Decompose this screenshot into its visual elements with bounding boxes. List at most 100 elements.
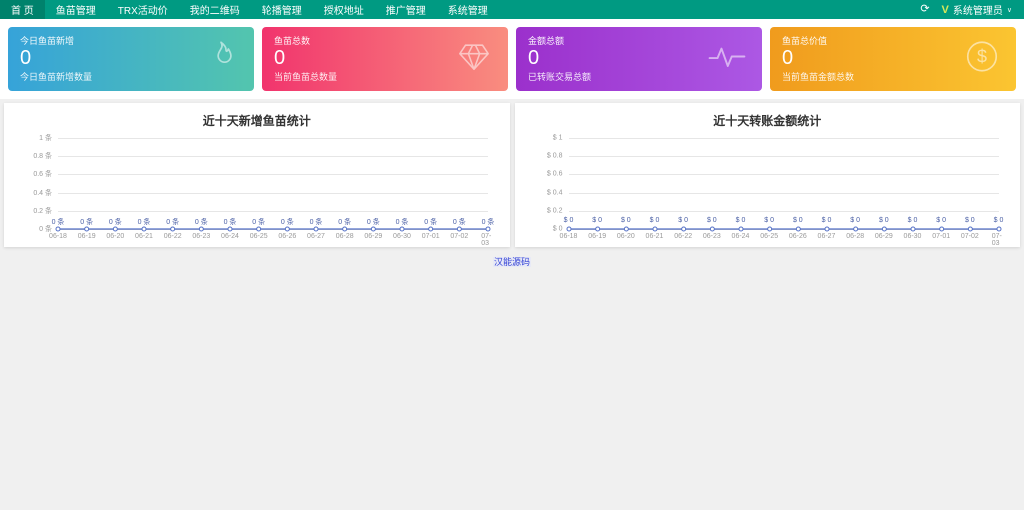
nav-item-0[interactable]: 首 页 bbox=[0, 0, 45, 19]
refresh-icon[interactable]: ⟳ bbox=[920, 3, 930, 15]
card-title: 今日鱼苗新增 bbox=[20, 36, 75, 46]
card-value: 0 bbox=[782, 47, 794, 69]
x-axis-tick: 06-20 bbox=[106, 233, 125, 240]
transfer-line-chart: $ 1 $ 0.8 $ 0.6 $ 0.4 $ 0.2 $ 0 $ 0 06-18 $ 0 06-… bbox=[523, 131, 1013, 249]
x-axis-tick: 06-23 bbox=[192, 233, 211, 240]
card-subtitle: 已转账交易总额 bbox=[528, 72, 592, 82]
x-axis-tick: 06-21 bbox=[135, 233, 153, 240]
card-title: 鱼苗总价值 bbox=[782, 36, 828, 46]
x-axis-tick: 06-30 bbox=[393, 233, 411, 240]
y-axis-tick: $ 0.2 bbox=[546, 207, 563, 215]
stat-cards-row: 今日鱼苗新增 0 今日鱼苗新增数量 鱼苗总数 0 当前鱼苗总数量 金额总额 0 … bbox=[0, 19, 1024, 99]
y-axis-tick: 0.4 条 bbox=[33, 189, 52, 197]
point-label: 0 条 bbox=[395, 219, 409, 226]
x-axis-tick: 07-01 bbox=[932, 233, 951, 240]
x-axis-tick: 06-19 bbox=[77, 233, 96, 240]
x-axis-tick: 06-20 bbox=[616, 233, 635, 240]
y-axis-tick: 0 条 bbox=[39, 226, 52, 233]
point-label: 0 条 bbox=[166, 219, 180, 226]
nav-item-5[interactable]: 授权地址 bbox=[323, 6, 364, 17]
pulse-icon bbox=[708, 42, 746, 77]
y-axis-tick: 0.6 条 bbox=[33, 171, 52, 179]
flame-icon bbox=[204, 40, 238, 79]
y-axis-tick: $ 1 bbox=[552, 134, 563, 142]
y-axis-tick: 0.2 条 bbox=[33, 207, 52, 215]
point-label: $ 0 bbox=[764, 217, 775, 224]
card-subtitle: 当前鱼苗金额总数 bbox=[782, 72, 855, 82]
card-value: 0 bbox=[528, 47, 540, 69]
nav-item-4[interactable]: 轮播管理 bbox=[261, 6, 302, 17]
x-axis-tick: 07-02 bbox=[450, 233, 469, 240]
y-axis-tick: $ 0.8 bbox=[546, 152, 563, 160]
chevron-down-icon: ∨ bbox=[1006, 6, 1012, 14]
nav-item-7[interactable]: 系统管理 bbox=[447, 6, 488, 17]
point-label: $ 0 bbox=[735, 217, 746, 224]
avatar: V bbox=[941, 3, 949, 16]
card-title: 金额总额 bbox=[528, 36, 565, 46]
point-label: 0 条 bbox=[424, 219, 438, 226]
x-axis-tick: 06-27 bbox=[817, 233, 836, 240]
x-axis-tick: 06-22 bbox=[674, 233, 693, 240]
gridline bbox=[58, 174, 488, 176]
card-title: 鱼苗总数 bbox=[274, 36, 311, 46]
user-name: 系统管理员 bbox=[952, 6, 1003, 17]
nav-item-2[interactable]: TRX活动价 bbox=[117, 6, 168, 17]
x-axis-tick: 06-19 bbox=[588, 233, 607, 240]
point-label: 0 条 bbox=[280, 219, 294, 226]
x-axis-tick: 06-25 bbox=[249, 233, 268, 240]
chart-title: 近十天新增鱼苗统计 bbox=[202, 114, 311, 128]
line-series bbox=[566, 226, 1001, 232]
card-today-new-fry: 今日鱼苗新增 0 今日鱼苗新增数量 bbox=[8, 27, 254, 91]
x-axis-tick: 06-18 bbox=[559, 233, 578, 240]
point-label: 0 条 bbox=[223, 219, 237, 226]
nav-item-1[interactable]: 鱼苗管理 bbox=[55, 6, 96, 17]
chart-title: 近十天转账金额统计 bbox=[713, 114, 822, 128]
point-label: 0 条 bbox=[452, 219, 466, 226]
x-axis-tick: 06-18 bbox=[49, 233, 67, 240]
gridline bbox=[58, 192, 488, 194]
point-label: $ 0 bbox=[792, 217, 803, 224]
point-label: 0 条 bbox=[80, 219, 94, 226]
y-axis-tick: 1 条 bbox=[39, 135, 52, 142]
diamond-icon bbox=[456, 40, 492, 79]
point-label: 0 条 bbox=[338, 219, 352, 226]
gridline bbox=[568, 156, 999, 158]
gridline bbox=[568, 192, 999, 194]
x-axis-tick: 06-24 bbox=[731, 233, 750, 240]
page-footer: 汉能源码 bbox=[0, 247, 1024, 274]
x-axis-tick: 06-23 bbox=[702, 233, 721, 240]
point-label: $ 0 bbox=[678, 217, 689, 224]
user-menu[interactable]: V 系统管理员 ∨ bbox=[941, 2, 1012, 18]
x-axis-tick: 07-03 bbox=[481, 233, 492, 247]
point-label: $ 0 bbox=[706, 217, 717, 224]
x-axis-tick: 07-02 bbox=[960, 233, 979, 240]
x-axis-tick: 06-28 bbox=[846, 233, 865, 240]
footer-credit-link[interactable]: 汉能源码 bbox=[492, 257, 531, 267]
point-label: 0 条 bbox=[137, 219, 151, 226]
x-axis-tick: 06-29 bbox=[364, 233, 383, 240]
nav-item-3[interactable]: 我的二维码 bbox=[189, 6, 240, 17]
point-label: 0 条 bbox=[194, 219, 208, 226]
x-axis-tick: 06-24 bbox=[221, 233, 239, 240]
x-axis-tick: 06-22 bbox=[163, 233, 182, 240]
point-label: $ 0 bbox=[850, 217, 861, 224]
x-axis-tick: 06-30 bbox=[903, 233, 922, 240]
x-axis-tick: 06-25 bbox=[760, 233, 779, 240]
x-axis-tick: 07-03 bbox=[991, 233, 1002, 247]
point-label: $ 0 bbox=[993, 217, 1004, 224]
svg-text:$: $ bbox=[977, 47, 987, 67]
card-fry-total-value: 鱼苗总价值 0 当前鱼苗金额总数 $ bbox=[770, 27, 1016, 91]
point-label: $ 0 bbox=[936, 217, 947, 224]
point-label: 0 条 bbox=[366, 219, 380, 226]
x-axis-tick: 06-26 bbox=[278, 233, 297, 240]
x-axis-tick: 06-27 bbox=[307, 233, 325, 240]
point-label: $ 0 bbox=[563, 217, 574, 224]
point-label: $ 0 bbox=[649, 217, 660, 224]
point-label: $ 0 bbox=[907, 217, 918, 224]
nav-item-6[interactable]: 推广管理 bbox=[385, 6, 426, 17]
point-label: 0 条 bbox=[108, 219, 122, 226]
x-axis-tick: 06-29 bbox=[874, 233, 893, 240]
dollar-icon: $ bbox=[964, 39, 1000, 80]
